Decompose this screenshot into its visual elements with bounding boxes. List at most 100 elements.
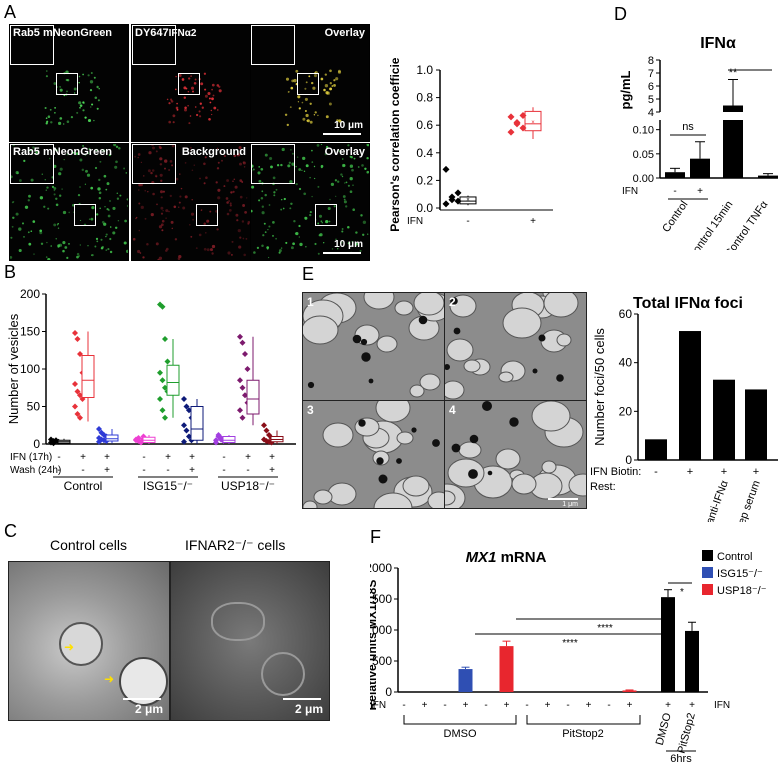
vesicle-shape — [59, 622, 103, 666]
bar — [622, 690, 637, 692]
ifn-sign: - — [443, 700, 446, 711]
data-point — [74, 336, 81, 342]
y-tick-label: 5 — [648, 94, 654, 106]
bar — [499, 646, 514, 692]
bar — [665, 172, 685, 178]
em-image: 2 — [444, 292, 587, 401]
box — [524, 110, 542, 132]
condition-sign: + — [189, 452, 195, 463]
sig-label: * — [680, 587, 684, 598]
rest-label: anti-IFNα — [704, 478, 731, 522]
vesicles-chart: 0 50 100 150 200 Number of vesicles IFN (17h) W… — [8, 287, 296, 493]
zoom-inset — [132, 25, 176, 65]
image-label-sub: IFNα2 — [168, 28, 197, 39]
y-tick-label: 40 — [619, 356, 633, 370]
data-point — [454, 189, 462, 197]
legend-label: USP18⁻/⁻ — [717, 585, 767, 597]
scale-label: 1 μm — [562, 501, 578, 508]
image-label: Overlay — [324, 146, 365, 158]
em-texture — [445, 401, 586, 508]
ifn-sign: + — [627, 700, 633, 711]
fluorescence-dots — [166, 72, 222, 125]
data-point — [261, 422, 267, 429]
y-tick-label: 0.00 — [633, 173, 654, 185]
scale-bar — [123, 698, 161, 700]
condition-sign: - — [246, 465, 249, 476]
mean-marker: × — [531, 120, 535, 126]
micrograph: Rab5 mNeonGreen — [9, 143, 129, 261]
condition-sign: + — [104, 452, 110, 463]
data-point — [263, 427, 270, 434]
rest-label: sheep serum — [730, 479, 763, 522]
data-point — [239, 384, 246, 391]
control-cells-title: Control cells — [50, 537, 128, 553]
panel-label-b: B — [4, 262, 17, 282]
box — [166, 364, 180, 396]
legend-label: ISG15⁻/⁻ — [717, 568, 763, 580]
bar — [690, 158, 710, 178]
tail-note: 6hrs — [670, 753, 692, 762]
data-point — [183, 427, 190, 434]
box — [246, 379, 260, 415]
box — [459, 196, 477, 205]
ifn-sign: + — [697, 186, 703, 197]
y-tick-label: 0.8 — [416, 91, 433, 105]
panel-label-c: C — [4, 521, 17, 541]
em-texture — [303, 401, 444, 508]
y-tick-label: 8 — [648, 55, 654, 67]
sig-label: **** — [562, 638, 578, 649]
y-tick-label: 6 — [648, 81, 654, 93]
row-label: IFN — [622, 186, 638, 197]
y-tick-label: 4 — [648, 107, 654, 119]
condition-sign: + — [245, 452, 251, 463]
y-tick-label: 0.4 — [416, 146, 433, 160]
group-label: USP18⁻/⁻ — [221, 479, 275, 493]
ifn-sign: - — [566, 700, 569, 711]
em-texture — [445, 293, 579, 400]
em-image: 3 — [302, 400, 445, 509]
ifn-sign: + — [422, 700, 428, 711]
data-point — [159, 303, 166, 310]
fluorescence-dots — [10, 144, 128, 260]
bar — [661, 597, 675, 692]
ifn-sign: - — [484, 700, 487, 711]
y-tick-label: 2000 — [370, 561, 392, 575]
micrograph: DY647IFNα2 — [131, 24, 251, 142]
mx1-mrna-chart: MX1 mRNA 0 500 1000 1500 2000 Relative units M… — [370, 549, 767, 762]
row-label: IFN Biotin: — [590, 466, 641, 478]
y-axis-label: Number foci/50 cells — [592, 328, 607, 446]
data-point — [213, 439, 219, 446]
zoom-box — [315, 204, 337, 226]
group-label: DMSO — [444, 728, 477, 740]
box — [105, 434, 119, 442]
ifnar2-cells-em: 2 μm — [170, 561, 330, 721]
data-point — [164, 358, 171, 365]
y-tick-label: 100 — [20, 362, 40, 376]
data-point — [72, 403, 78, 410]
scale-label: 2 μm — [134, 702, 163, 716]
scale-label: 10 μm — [334, 239, 363, 250]
group-label: Control — [64, 479, 103, 493]
micrograph: Background — [131, 143, 251, 261]
data-point — [72, 381, 78, 387]
y-tick-label: 0.10 — [633, 125, 654, 137]
arrow-icon: ➜ — [104, 672, 115, 686]
organelle-shape — [261, 652, 305, 696]
sig-label: ** — [729, 67, 738, 79]
tail-label: PitStop2 — [676, 712, 698, 755]
scale-label: 10 μm — [334, 120, 363, 131]
zoom-box — [178, 73, 200, 95]
bar — [723, 120, 743, 178]
data-point — [74, 388, 81, 395]
y-tick-label: 1500 — [370, 592, 392, 606]
image-label: Background — [181, 146, 246, 158]
condition-sign: - — [222, 452, 225, 463]
y-tick-label: 150 — [20, 325, 40, 339]
data-point — [74, 411, 81, 417]
scale-bar — [548, 498, 578, 500]
bar — [713, 379, 735, 460]
fluorescence-dots — [251, 144, 369, 259]
condition-sign: - — [142, 452, 145, 463]
